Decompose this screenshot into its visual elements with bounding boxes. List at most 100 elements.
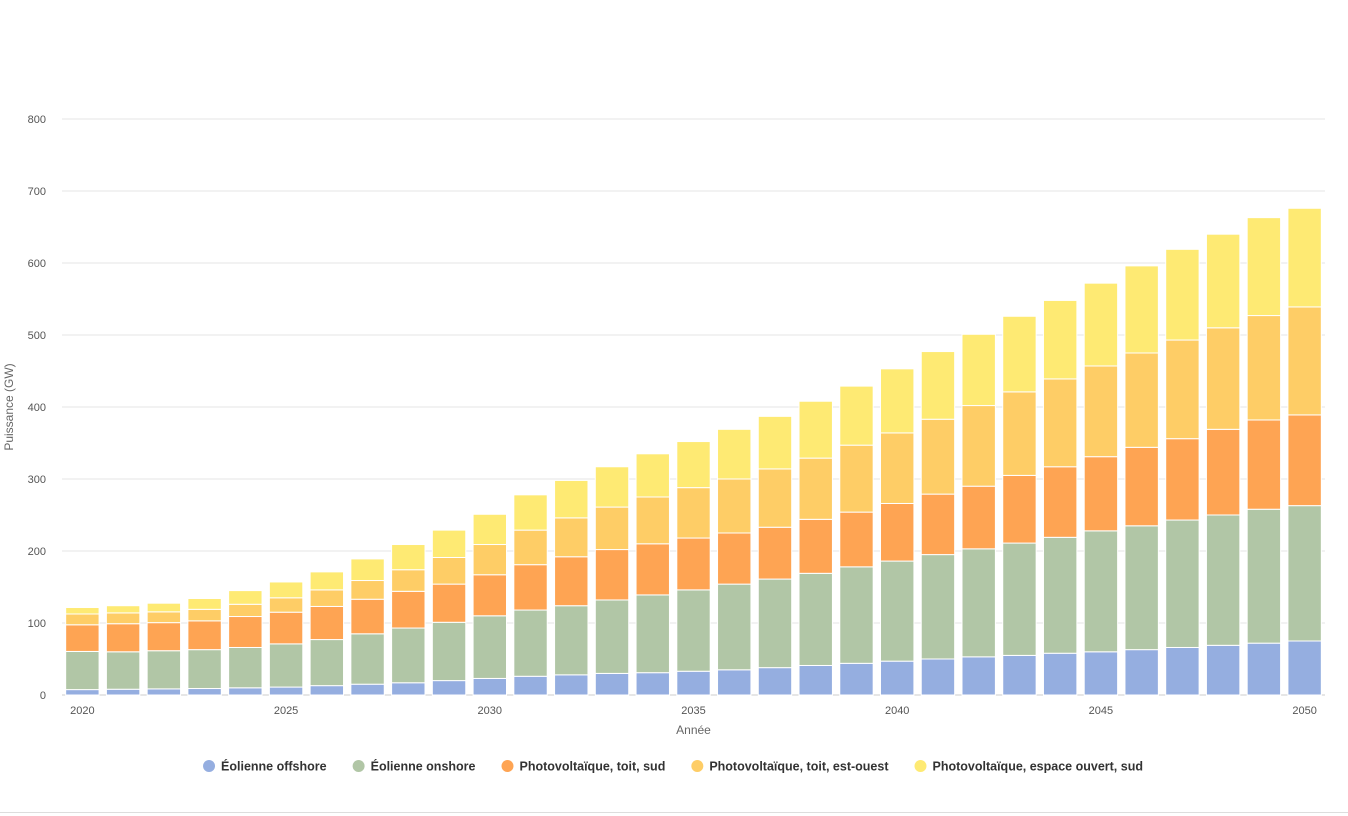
bar-segment[interactable]: [676, 537, 711, 591]
bar-stack[interactable]: [1287, 207, 1322, 696]
bar-segment[interactable]: [431, 680, 467, 696]
bar-stack[interactable]: [839, 385, 874, 696]
bar-segment[interactable]: [594, 506, 630, 551]
bar-segment[interactable]: [839, 662, 874, 696]
bar-stack[interactable]: [717, 428, 752, 696]
bar-segment[interactable]: [961, 333, 996, 407]
bar-segment[interactable]: [1002, 654, 1037, 696]
bar-segment[interactable]: [146, 602, 182, 613]
bar-segment[interactable]: [676, 670, 711, 696]
bar-segment[interactable]: [676, 589, 711, 672]
bar-segment[interactable]: [594, 599, 630, 674]
bar-stack[interactable]: [228, 590, 263, 696]
bar-stack[interactable]: [554, 479, 589, 696]
bar-segment[interactable]: [717, 428, 752, 480]
bar-segment[interactable]: [798, 664, 833, 696]
bar-stack[interactable]: [472, 513, 507, 696]
bar-segment[interactable]: [676, 441, 711, 489]
bar-stack[interactable]: [105, 605, 141, 696]
bar-segment[interactable]: [1042, 652, 1078, 696]
bar-segment[interactable]: [880, 368, 915, 434]
bar-segment[interactable]: [228, 687, 263, 696]
bar-segment[interactable]: [961, 548, 996, 658]
bar-segment[interactable]: [1042, 536, 1078, 654]
bar-segment[interactable]: [961, 405, 996, 487]
bar-segment[interactable]: [513, 564, 548, 611]
bar-segment[interactable]: [1246, 419, 1282, 510]
bar-stack[interactable]: [1246, 217, 1282, 696]
bar-segment[interactable]: [391, 569, 426, 592]
bar-segment[interactable]: [146, 611, 182, 624]
bar-segment[interactable]: [920, 554, 956, 660]
bar-segment[interactable]: [65, 607, 100, 615]
bar-segment[interactable]: [350, 580, 385, 600]
bar-segment[interactable]: [105, 651, 141, 690]
bar-segment[interactable]: [635, 672, 670, 696]
bar-segment[interactable]: [1083, 530, 1119, 653]
bar-segment[interactable]: [431, 621, 467, 682]
bar-segment[interactable]: [1002, 542, 1037, 656]
bar-segment[interactable]: [268, 611, 304, 645]
bar-segment[interactable]: [1124, 265, 1159, 354]
bar-segment[interactable]: [65, 613, 100, 626]
bar-stack[interactable]: [757, 415, 793, 696]
bar-stack[interactable]: [431, 529, 467, 696]
bar-segment[interactable]: [350, 598, 385, 635]
bar-segment[interactable]: [187, 620, 222, 651]
bar-segment[interactable]: [757, 526, 793, 580]
bar-segment[interactable]: [1205, 644, 1241, 696]
bar-segment[interactable]: [1246, 217, 1282, 317]
bar-segment[interactable]: [920, 351, 956, 420]
bar-segment[interactable]: [268, 597, 304, 613]
bar-segment[interactable]: [146, 688, 182, 696]
bar-segment[interactable]: [1083, 282, 1119, 367]
bar-segment[interactable]: [798, 518, 833, 574]
bar-stack[interactable]: [1165, 248, 1200, 696]
bar-segment[interactable]: [513, 494, 548, 531]
bar-segment[interactable]: [472, 513, 507, 546]
bar-segment[interactable]: [839, 385, 874, 446]
bar-segment[interactable]: [1042, 378, 1078, 468]
bar-segment[interactable]: [228, 603, 263, 618]
bar-segment[interactable]: [268, 686, 304, 696]
bar-groups[interactable]: [65, 207, 1322, 696]
bar-segment[interactable]: [472, 615, 507, 679]
bar-segment[interactable]: [268, 581, 304, 599]
bar-segment[interactable]: [757, 415, 793, 470]
bar-segment[interactable]: [920, 493, 956, 556]
bar-segment[interactable]: [1002, 474, 1037, 544]
bar-stack[interactable]: [594, 466, 630, 696]
bar-segment[interactable]: [757, 667, 793, 696]
bar-segment[interactable]: [554, 517, 589, 558]
bar-segment[interactable]: [146, 650, 182, 690]
bar-segment[interactable]: [880, 432, 915, 504]
bar-segment[interactable]: [431, 583, 467, 623]
bar-segment[interactable]: [105, 605, 141, 614]
bar-segment[interactable]: [1083, 651, 1119, 696]
bar-segment[interactable]: [1124, 446, 1159, 527]
bar-segment[interactable]: [1002, 391, 1037, 476]
bar-segment[interactable]: [839, 511, 874, 568]
bar-segment[interactable]: [920, 418, 956, 495]
bar-segment[interactable]: [431, 556, 467, 585]
bar-segment[interactable]: [1165, 339, 1200, 440]
bar-segment[interactable]: [1205, 327, 1241, 430]
bar-segment[interactable]: [594, 549, 630, 601]
bar-stack[interactable]: [309, 571, 345, 696]
bar-segment[interactable]: [472, 574, 507, 617]
bar-segment[interactable]: [880, 660, 915, 696]
bar-segment[interactable]: [391, 627, 426, 684]
bar-segment[interactable]: [1042, 466, 1078, 538]
bar-segment[interactable]: [635, 453, 670, 498]
bar-segment[interactable]: [309, 589, 345, 607]
bar-stack[interactable]: [65, 607, 100, 696]
bar-stack[interactable]: [635, 453, 670, 696]
bar-segment[interactable]: [880, 560, 915, 662]
bar-segment[interactable]: [717, 669, 752, 696]
bar-segment[interactable]: [513, 529, 548, 566]
bar-stack[interactable]: [880, 368, 915, 696]
bar-segment[interactable]: [1165, 646, 1200, 696]
bar-stack[interactable]: [1083, 282, 1119, 696]
bar-segment[interactable]: [391, 682, 426, 696]
legend-item[interactable]: Éolienne offshore: [203, 759, 327, 774]
